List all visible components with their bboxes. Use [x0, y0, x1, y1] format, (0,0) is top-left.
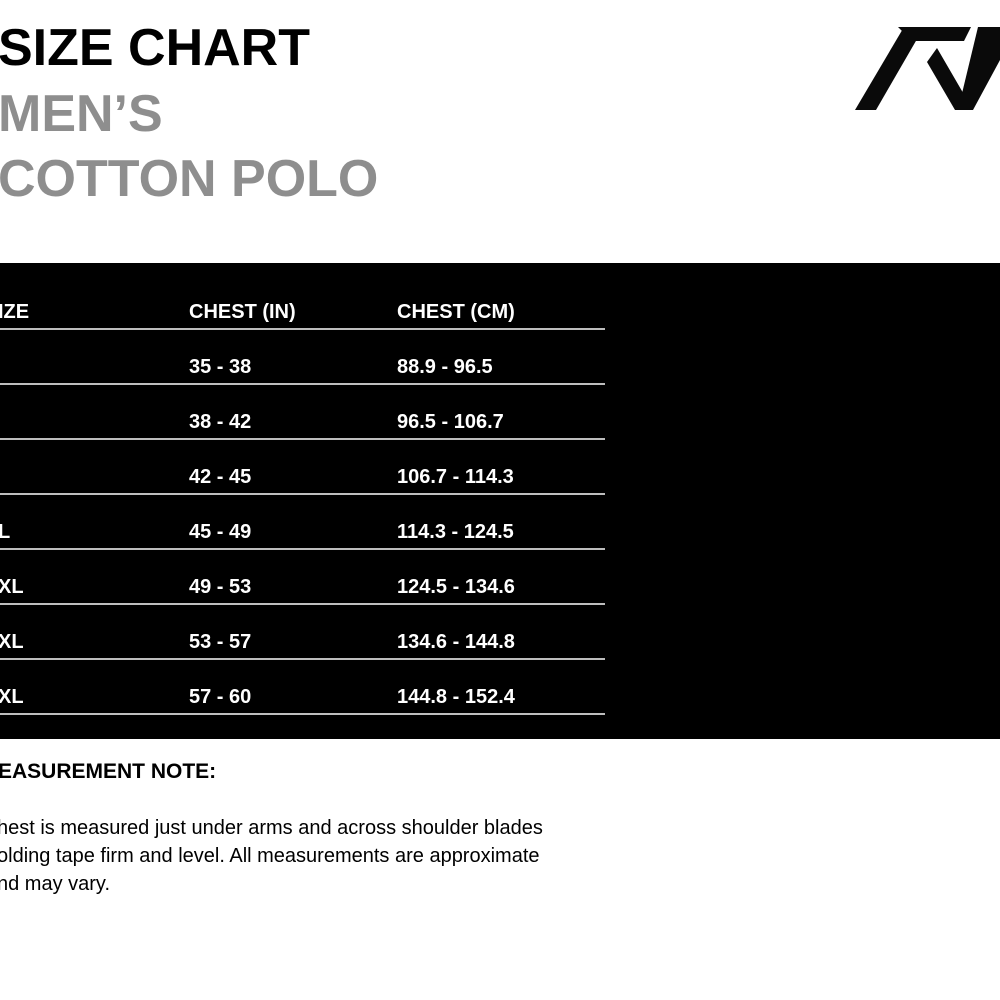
header-size: IZE [0, 301, 30, 323]
note-line: olding tape firm and level. All measurem… [0, 845, 540, 867]
chest-cm-cell: 134.6 - 144.8 [397, 631, 515, 653]
note-line: hest is measured just under arms and acr… [0, 817, 543, 839]
chest-cm-cell: 88.9 - 96.5 [397, 356, 493, 378]
chest-in-cell: 49 - 53 [189, 576, 252, 598]
chest-in-cell: 57 - 60 [189, 686, 252, 708]
table-row: XL 57 - 60 144.8 - 152.4 [0, 658, 605, 715]
chest-in-cell: 45 - 49 [189, 521, 252, 543]
size-cell: L [0, 521, 11, 543]
subtitle-product: COTTON POLO [0, 150, 379, 208]
size-table: IZE CHEST (IN) CHEST (CM) 35 - 38 88.9 - … [0, 263, 1000, 739]
chest-in-cell: 42 - 45 [189, 466, 252, 488]
chest-cm-cell: 144.8 - 152.4 [397, 686, 515, 708]
size-cell: XL [0, 576, 24, 598]
brand-logo-icon [855, 27, 1000, 110]
chest-in-cell: 35 - 38 [189, 356, 252, 378]
table-row: XL 53 - 57 134.6 - 144.8 [0, 603, 605, 660]
table-header: IZE CHEST (IN) CHEST (CM) [0, 273, 605, 330]
size-cell: XL [0, 631, 24, 653]
table-row: XL 49 - 53 124.5 - 134.6 [0, 548, 605, 605]
table-row: L 45 - 49 114.3 - 124.5 [0, 493, 605, 550]
note-line: nd may vary. [0, 873, 110, 895]
chest-cm-cell: 114.3 - 124.5 [397, 521, 514, 543]
header-chest-cm: CHEST (CM) [397, 301, 515, 323]
chest-in-cell: 53 - 57 [189, 631, 252, 653]
chest-cm-cell: 124.5 - 134.6 [397, 576, 515, 598]
note-body: hest is measured just under arms and acr… [0, 814, 543, 898]
table-row: 38 - 42 96.5 - 106.7 [0, 383, 605, 440]
table-row: 35 - 38 88.9 - 96.5 [0, 328, 605, 385]
table-row: 42 - 45 106.7 - 114.3 [0, 438, 605, 495]
size-cell: XL [0, 686, 24, 708]
subtitle-gender: MEN’S [0, 85, 163, 143]
chest-in-cell: 38 - 42 [189, 411, 252, 433]
chest-cm-cell: 106.7 - 114.3 [397, 466, 514, 488]
title: SIZE CHART [0, 19, 310, 77]
note-heading: EASUREMENT NOTE: [0, 760, 217, 783]
header-chest-in: CHEST (IN) [189, 301, 296, 323]
chest-cm-cell: 96.5 - 106.7 [397, 411, 504, 433]
